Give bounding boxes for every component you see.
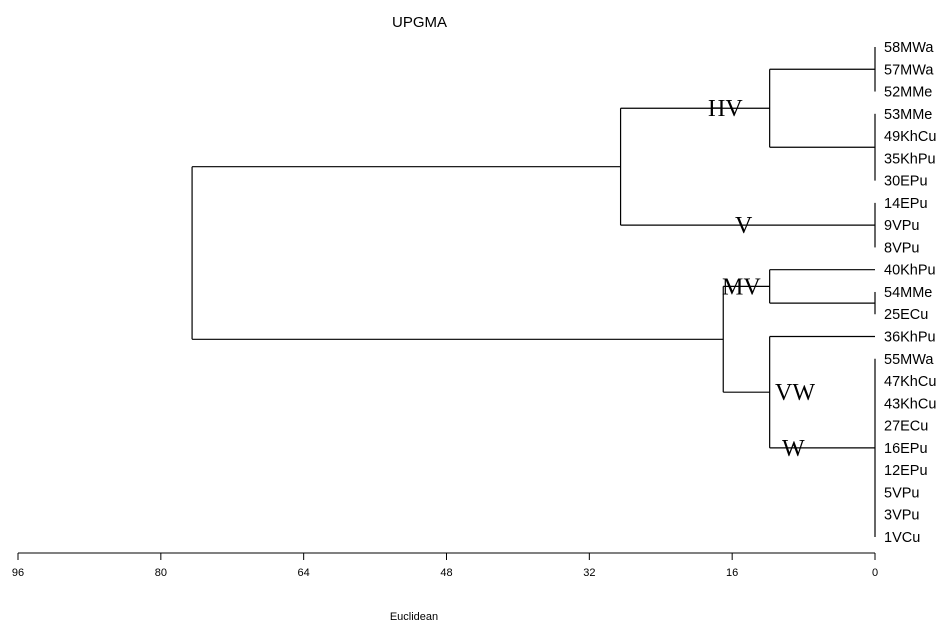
cluster-label-v: V <box>735 213 753 239</box>
x-axis-label: Euclidean <box>390 611 438 622</box>
leaf-labels: 58MWa 57MWa 52MMe 53MMe 49KhCu 35KhPu 30EPu 14E… <box>884 40 936 546</box>
leaf-label-47khcu: 47KhCu <box>884 374 936 390</box>
x-tick-label-32: 32 <box>583 567 595 579</box>
leaf-label-1vcu: 1VCu <box>884 530 920 546</box>
leaf-label-55mwa: 55MWa <box>884 352 934 368</box>
x-tick-label-96: 96 <box>12 567 24 579</box>
x-axis: 96 80 64 48 32 16 0 <box>12 552 878 579</box>
leaf-label-12epu: 12EPu <box>884 463 928 479</box>
x-tick-label-0: 0 <box>872 567 878 579</box>
leaf-label-49khcu: 49KhCu <box>884 129 936 145</box>
chart-title: UPGMA <box>392 14 447 31</box>
leaf-label-5vpu: 5VPu <box>884 485 919 501</box>
dendrogram-branches <box>191 47 876 537</box>
leaf-label-30epu: 30EPu <box>884 174 928 190</box>
leaf-label-52mme: 52MMe <box>884 85 932 101</box>
leaf-label-53mme: 53MMe <box>884 107 932 123</box>
leaf-label-3vpu: 3VPu <box>884 508 919 524</box>
x-tick-label-80: 80 <box>155 567 167 579</box>
leaf-label-8vpu: 8VPu <box>884 240 919 256</box>
x-tick-label-48: 48 <box>440 567 452 579</box>
leaf-label-27ecu: 27ECu <box>884 419 928 435</box>
leaf-label-43khcu: 43KhCu <box>884 396 936 412</box>
cluster-label-mv: MV <box>722 274 761 300</box>
cluster-label-hv: HV <box>708 96 743 122</box>
cluster-label-w: W <box>782 436 805 462</box>
leaf-label-54mme: 54MMe <box>884 285 932 301</box>
leaf-label-36khpu: 36KhPu <box>884 330 936 346</box>
leaf-label-9vpu: 9VPu <box>884 218 919 234</box>
leaf-label-35khpu: 35KhPu <box>884 151 936 167</box>
cluster-labels: HV V MV VW W <box>708 96 815 462</box>
x-tick-label-64: 64 <box>298 567 310 579</box>
x-tick-label-16: 16 <box>726 567 738 579</box>
cluster-label-vw: VW <box>775 380 815 406</box>
leaf-label-58mwa: 58MWa <box>884 40 934 56</box>
leaf-label-16epu: 16EPu <box>884 441 928 457</box>
leaf-label-57mwa: 57MWa <box>884 62 934 78</box>
leaf-label-25ecu: 25ECu <box>884 307 928 323</box>
leaf-label-40khpu: 40KhPu <box>884 263 936 279</box>
leaf-label-14epu: 14EPu <box>884 196 928 212</box>
